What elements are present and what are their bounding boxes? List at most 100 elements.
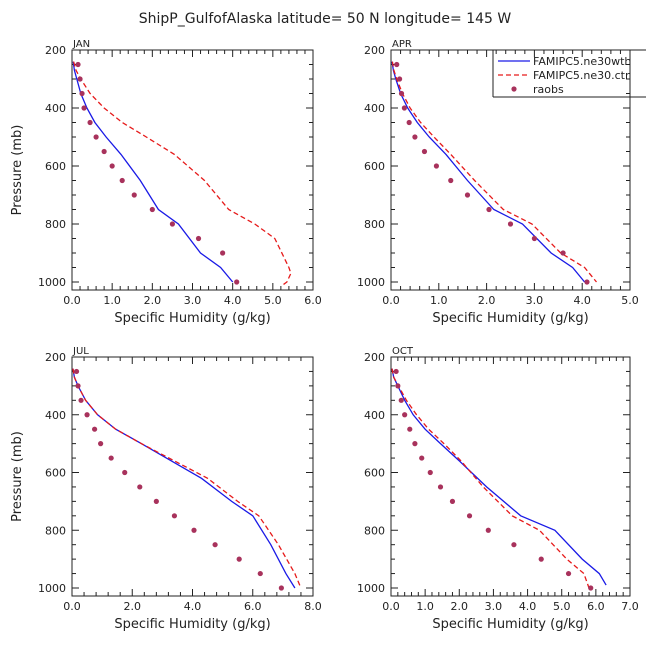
- x-tick-label: 1.0: [430, 294, 448, 307]
- y-tick-label: 800: [45, 218, 66, 231]
- raobs-point: [398, 90, 405, 97]
- raobs-point: [427, 469, 433, 476]
- raobs-point: [91, 426, 98, 432]
- raobs-point: [149, 206, 155, 213]
- raobs-point: [398, 397, 404, 403]
- raobs-point: [153, 498, 159, 504]
- raobs-point: [278, 585, 284, 591]
- x-tick-label: 0.0: [63, 294, 81, 307]
- raobs-point: [73, 368, 80, 375]
- raobs-point: [565, 570, 572, 577]
- x-tick-label: 0.0: [63, 600, 81, 613]
- raobs-point: [507, 221, 514, 227]
- series-line-ctr: [391, 61, 598, 283]
- raobs-point: [234, 279, 240, 285]
- y-tick-label: 200: [45, 44, 66, 57]
- x-tick-label: 2.0: [478, 294, 496, 307]
- raobs-point: [98, 441, 104, 447]
- raobs-point: [137, 484, 143, 490]
- raobs-point: [81, 105, 87, 111]
- raobs-point: [421, 148, 428, 155]
- raobs-point: [401, 105, 407, 111]
- x-axis-label: Specific Humidity (g/kg): [432, 617, 588, 632]
- x-tick-label: 4.0: [224, 294, 242, 307]
- raobs-point: [101, 148, 107, 155]
- raobs-point: [79, 90, 85, 97]
- x-tick-label: 3.0: [526, 294, 544, 307]
- raobs-point: [394, 61, 400, 68]
- y-tick-label: 800: [364, 218, 385, 231]
- series-line-wth: [391, 61, 586, 283]
- y-axis-label: Pressure (mb): [10, 431, 25, 522]
- y-tick-label: 400: [45, 409, 66, 422]
- series-line-wth: [72, 368, 296, 589]
- raobs-point: [466, 513, 473, 519]
- raobs-point: [119, 177, 125, 184]
- x-tick-label: 2.0: [144, 294, 162, 307]
- x-tick-label: 0.0: [382, 600, 400, 613]
- y-tick-label: 400: [364, 102, 385, 115]
- x-axis-label: Specific Humidity (g/kg): [432, 311, 588, 326]
- raobs-point: [84, 412, 90, 418]
- x-tick-label: 2.0: [451, 600, 469, 613]
- x-tick-label: 8.0: [304, 600, 322, 613]
- x-tick-label: 5.0: [621, 294, 639, 307]
- raobs-point: [437, 484, 444, 490]
- raobs-point: [412, 134, 418, 140]
- series-raobs: [394, 61, 590, 285]
- y-tick-label: 600: [364, 467, 385, 480]
- raobs-point: [236, 556, 242, 562]
- raobs-point: [406, 119, 412, 126]
- x-tick-label: 6.0: [587, 600, 605, 613]
- raobs-point: [407, 426, 413, 432]
- y-tick-label: 600: [45, 160, 66, 173]
- panel-title: OCT: [392, 346, 414, 357]
- y-tick-label: 600: [45, 467, 66, 480]
- raobs-point: [191, 527, 197, 533]
- raobs-point: [87, 119, 93, 126]
- x-tick-label: 4.0: [184, 600, 202, 613]
- series-line-ctr: [72, 368, 302, 589]
- raobs-point: [93, 134, 99, 140]
- series-raobs: [393, 368, 594, 591]
- y-tick-label: 400: [45, 102, 66, 115]
- raobs-point: [77, 76, 83, 82]
- series-raobs: [73, 368, 284, 591]
- y-tick-label: 400: [364, 409, 385, 422]
- x-tick-label: 6.0: [244, 600, 262, 613]
- raobs-point: [171, 513, 178, 519]
- raobs-point: [464, 192, 471, 198]
- raobs-point: [257, 570, 263, 577]
- y-tick-label: 200: [364, 44, 385, 57]
- raobs-point: [131, 192, 137, 198]
- raobs-point: [419, 455, 425, 461]
- figure-title: ShipP_GulfofAlaska latitude= 50 N longit…: [139, 11, 512, 27]
- raobs-point: [195, 235, 202, 242]
- panel-jul: JUL 0.0 2.0 4.0 6.0 8.0 200 400 600 800 1000 Specif…: [10, 346, 322, 632]
- plot-frame: [71, 356, 314, 597]
- legend-label: FAMIPC5.ne30.ctr: [533, 69, 630, 82]
- x-axis-label: Specific Humidity (g/kg): [114, 311, 270, 326]
- x-tick-label: 4.0: [573, 294, 591, 307]
- y-tick-label: 200: [364, 351, 385, 364]
- raobs-point: [75, 61, 81, 68]
- raobs-point: [75, 383, 81, 389]
- y-tick-label: 200: [45, 351, 66, 364]
- raobs-point: [108, 455, 114, 461]
- legend-label: FAMIPC5.ne30wth: [533, 55, 631, 68]
- raobs-point: [538, 556, 544, 562]
- x-tick-label: 6.0: [304, 294, 322, 307]
- raobs-point: [433, 163, 440, 169]
- plot-frame: [390, 356, 631, 597]
- x-tick-label: 4.0: [519, 600, 537, 613]
- raobs-point: [393, 368, 399, 375]
- series-line-ctr: [72, 61, 292, 286]
- x-tick-label: 3.0: [485, 600, 503, 613]
- panel-oct: OCT 0.0 1.0 2.0 3.0 4.0 5.0 6.0 7.0 200 400 600 800 1…: [357, 346, 639, 632]
- panel-title: JAN: [72, 39, 90, 50]
- panel-title: APR: [392, 39, 412, 50]
- series-line-wth: [391, 368, 607, 586]
- panel-jan: JAN 0.0 1.0 2.0 3.0 4.0 5.0 6.0 200 400 600 800 1000…: [10, 39, 322, 326]
